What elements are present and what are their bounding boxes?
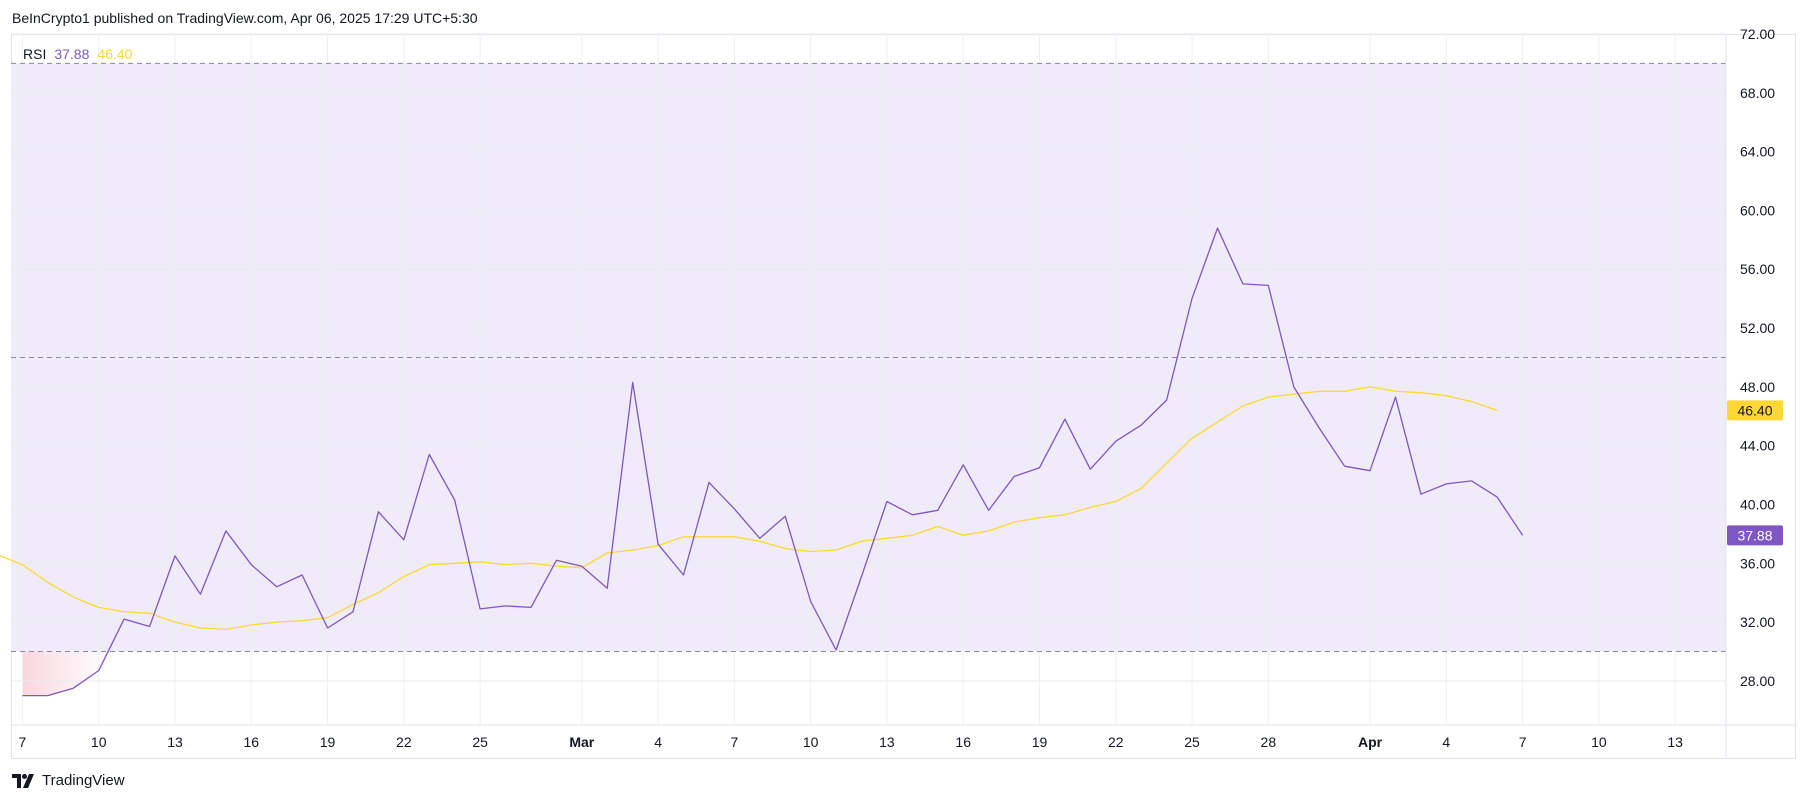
y-tick-label: 52.00 — [1740, 320, 1775, 336]
ma-value-badge — [1727, 400, 1783, 421]
x-tick-label: 22 — [396, 734, 412, 750]
y-tick-label: 60.00 — [1740, 202, 1775, 218]
rsi-line[interactable] — [22, 227, 1524, 697]
x-tick-label: 16 — [243, 734, 259, 750]
x-tick-label: 4 — [1442, 734, 1450, 750]
y-tick-label: 44.00 — [1740, 438, 1775, 454]
y-tick-label: 28.00 — [1740, 673, 1775, 689]
x-tick-label: 25 — [472, 734, 488, 750]
x-tick-label: 28 — [1261, 734, 1277, 750]
rsi-value-badge — [1727, 525, 1783, 546]
y-tick-label: 64.00 — [1740, 144, 1775, 160]
x-tick-label: 13 — [167, 734, 183, 750]
y-tick-label: 32.00 — [1740, 614, 1775, 630]
y-tick-label: 56.00 — [1740, 261, 1775, 277]
chart-legend: RSI 37.88 46.40 — [23, 46, 132, 62]
x-tick-label: 19 — [320, 734, 336, 750]
x-tick-label: 4 — [654, 734, 662, 750]
x-tick-label: 13 — [1667, 734, 1683, 750]
y-tick-label: 40.00 — [1740, 496, 1775, 512]
x-tick-label: 22 — [1108, 734, 1124, 750]
rsi-ma-line[interactable] — [0, 386, 1498, 631]
y-tick-label: 48.00 — [1740, 379, 1775, 395]
oversold-fill — [22, 651, 109, 696]
y-tick-label: 68.00 — [1740, 85, 1775, 101]
x-tick-label: 10 — [91, 734, 107, 750]
x-tick-label: 19 — [1032, 734, 1048, 750]
x-tick-label: 7 — [1519, 734, 1527, 750]
legend-rsi-value: 37.88 — [54, 46, 90, 62]
tradingview-logo-icon — [12, 773, 36, 788]
rsi-value-badge-text: 37.88 — [1737, 527, 1772, 543]
legend-ma-value: 46.40 — [97, 46, 133, 62]
x-tick-label: Apr — [1358, 734, 1383, 750]
x-tick-label: 7 — [19, 734, 27, 750]
ma-value-badge-text: 46.40 — [1737, 402, 1772, 418]
x-tick-label: 10 — [1591, 734, 1607, 750]
x-tick-label: 16 — [955, 734, 971, 750]
legend-indicator-name: RSI — [23, 46, 47, 62]
x-tick-label: 7 — [730, 734, 738, 750]
footer-brand[interactable]: TradingView — [12, 772, 125, 789]
rsi-chart[interactable]: 72.00 68.00 64.00 60.00 56.00 52.00 48.00 44.00… — [0, 0, 1805, 770]
y-tick-label: 36.00 — [1740, 555, 1775, 571]
x-tick-label: Mar — [569, 734, 594, 750]
x-tick-label: 10 — [803, 734, 819, 750]
tradingview-wordmark: TradingView — [42, 772, 125, 789]
x-tick-label: 25 — [1184, 734, 1200, 750]
y-tick-label: 72.00 — [1740, 26, 1775, 42]
x-tick-label: 13 — [879, 734, 895, 750]
published-header: BeInCrypto1 published on TradingView.com… — [12, 10, 478, 26]
